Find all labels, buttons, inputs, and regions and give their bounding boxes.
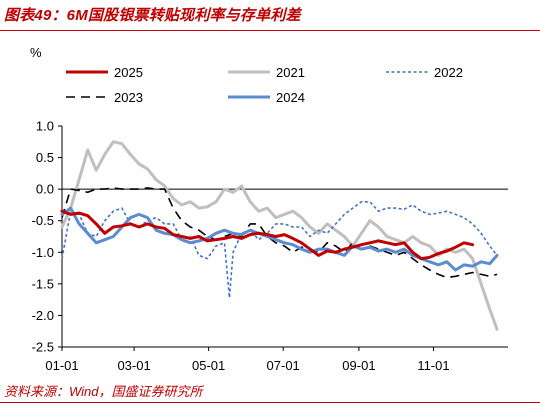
- y-tick-label: 0.0: [36, 182, 54, 197]
- series-group: [60, 140, 499, 331]
- x-tick-label: 07-01: [267, 358, 300, 373]
- axes: 1.0 0.5 0.0 -0.5 -1.0 -1.5 -2.0 -2.5 01-01 03-01 0…: [32, 119, 508, 373]
- y-tick-label: -2.0: [32, 308, 54, 323]
- y-tick-label: -2.5: [32, 340, 54, 355]
- x-tick-label: 05-01: [192, 358, 225, 373]
- y-tick-label: 1.0: [36, 119, 54, 134]
- series-line-2021: [60, 140, 499, 331]
- legend-label-2021: 2021: [276, 65, 305, 80]
- bottom-rule: [0, 402, 540, 403]
- figure-title: 图表49：6M国股银票转贴现利率与存单利差: [4, 7, 301, 24]
- legend: 2025 2021 2022 2023 2024: [66, 65, 463, 105]
- legend-label-2025: 2025: [114, 65, 143, 80]
- title-rule: [0, 30, 540, 31]
- x-tick-label: 09-01: [342, 358, 375, 373]
- unit-label: %: [30, 45, 42, 60]
- series-line-2024: [60, 206, 499, 272]
- figure-source: 资料来源：Wind，国盛证券研究所: [4, 384, 203, 399]
- x-tick-label: 11-01: [417, 358, 449, 373]
- y-tick-label: -1.5: [32, 276, 54, 291]
- x-tick-label: 01-01: [45, 358, 78, 373]
- legend-label-2023: 2023: [114, 90, 143, 105]
- series-line-2025: [60, 209, 475, 261]
- legend-label-2022: 2022: [434, 65, 463, 80]
- y-tick-label: -1.0: [32, 245, 54, 260]
- y-tick-label: 0.5: [36, 150, 54, 165]
- y-tick-label: -0.5: [32, 213, 54, 228]
- legend-label-2024: 2024: [276, 90, 305, 105]
- x-tick-label: 03-01: [117, 358, 150, 373]
- series-line-2023: [61, 187, 498, 279]
